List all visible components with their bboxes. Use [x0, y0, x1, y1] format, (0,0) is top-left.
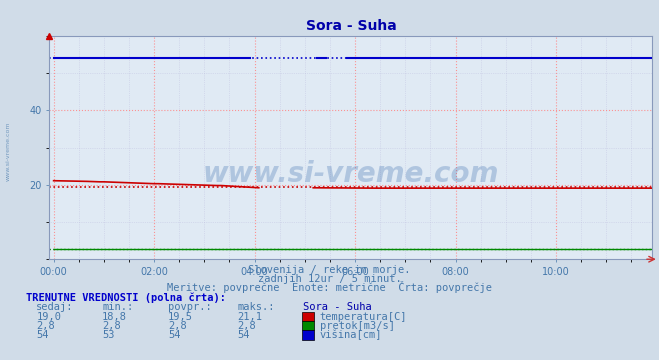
Text: 2,8: 2,8	[168, 321, 186, 331]
Text: 2,8: 2,8	[102, 321, 121, 331]
Text: 19,0: 19,0	[36, 312, 61, 322]
Text: zadnjih 12ur / 5 minut.: zadnjih 12ur / 5 minut.	[258, 274, 401, 284]
Text: Meritve: povprečne  Enote: metrične  Črta: povprečje: Meritve: povprečne Enote: metrične Črta:…	[167, 280, 492, 293]
Text: povpr.:: povpr.:	[168, 302, 212, 312]
Text: sedaj:: sedaj:	[36, 302, 74, 312]
Text: 19,5: 19,5	[168, 312, 193, 322]
Text: www.si-vreme.com: www.si-vreme.com	[203, 161, 499, 188]
Text: 2,8: 2,8	[36, 321, 55, 331]
Text: temperatura[C]: temperatura[C]	[320, 312, 407, 322]
Text: 54: 54	[237, 330, 250, 341]
Text: maks.:: maks.:	[237, 302, 275, 312]
Text: 2,8: 2,8	[237, 321, 256, 331]
Text: višina[cm]: višina[cm]	[320, 330, 382, 341]
Title: Sora - Suha: Sora - Suha	[306, 19, 396, 33]
Text: 54: 54	[36, 330, 49, 341]
Text: 54: 54	[168, 330, 181, 341]
Text: pretok[m3/s]: pretok[m3/s]	[320, 321, 395, 331]
Text: min.:: min.:	[102, 302, 133, 312]
Text: 53: 53	[102, 330, 115, 341]
Text: www.si-vreme.com: www.si-vreme.com	[5, 121, 11, 181]
Text: TRENUTNE VREDNOSTI (polna črta):: TRENUTNE VREDNOSTI (polna črta):	[26, 293, 226, 303]
Text: Slovenija / reke in morje.: Slovenija / reke in morje.	[248, 265, 411, 275]
Text: 18,8: 18,8	[102, 312, 127, 322]
Text: 21,1: 21,1	[237, 312, 262, 322]
Text: Sora - Suha: Sora - Suha	[303, 302, 372, 312]
